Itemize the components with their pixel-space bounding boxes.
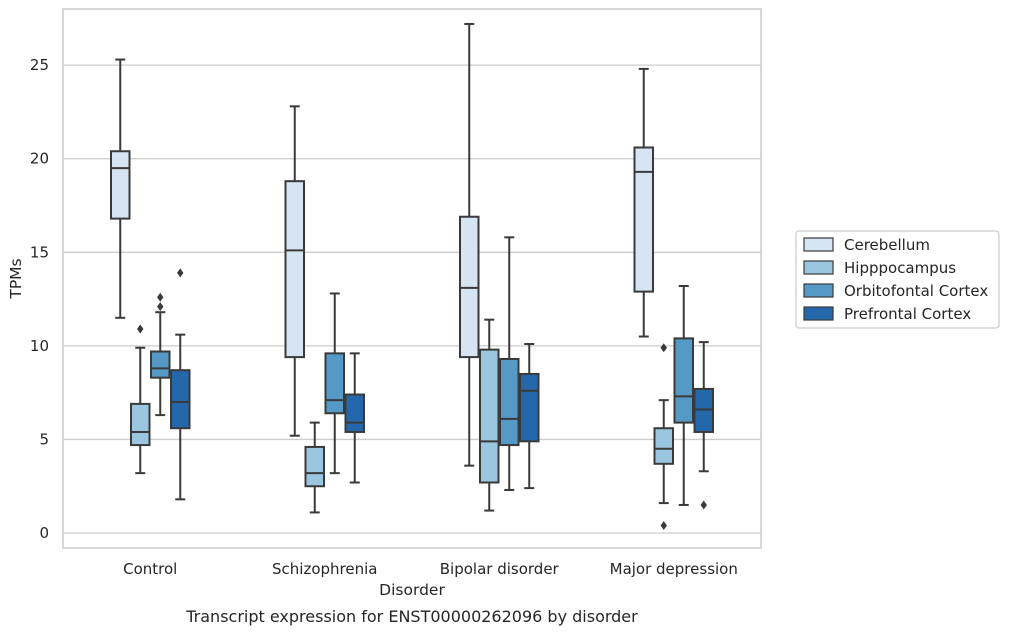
- y-axis-ticks: 0 5 10 15 20 25: [30, 56, 49, 542]
- x-tick-label: Schizophrenia: [272, 560, 377, 578]
- x-tick-label: Control: [123, 560, 177, 578]
- legend-item: Prefrontal Cortex: [803, 305, 971, 323]
- y-tick-label-20: 20: [30, 150, 49, 168]
- y-tick-label-5: 5: [39, 430, 49, 448]
- outlier-point: [137, 324, 144, 334]
- legend-swatch: [803, 306, 834, 321]
- box-group: [110, 58, 191, 501]
- box: [653, 343, 674, 531]
- box: [519, 343, 540, 490]
- x-axis-ticks: Control Schizophrenia Bipolar disorder Majo…: [123, 560, 738, 578]
- y-tick-label-15: 15: [30, 243, 49, 261]
- box-iqr: [284, 180, 305, 359]
- box: [170, 268, 191, 501]
- box-iqr: [110, 150, 131, 220]
- legend-label: Hipppocampus: [844, 259, 956, 277]
- x-tick-label: Bipolar disorder: [440, 560, 560, 578]
- box: [304, 421, 325, 514]
- box: [110, 58, 131, 319]
- box-iqr: [653, 427, 674, 465]
- box-iqr: [673, 337, 694, 424]
- outlier-point: [177, 268, 184, 278]
- box-group: [633, 67, 714, 531]
- plot-area-frame: [62, 8, 762, 549]
- legend-label: Orbitofontal Cortex: [844, 282, 988, 300]
- box-iqr: [479, 348, 500, 484]
- box: [150, 292, 171, 417]
- box: [499, 236, 520, 491]
- legend: Cerebellum Hipppocampus Orbitofontal Corte…: [795, 230, 1000, 329]
- y-tick-label-0: 0: [39, 524, 49, 542]
- legend-item: Hipppocampus: [803, 259, 956, 277]
- box-iqr: [633, 146, 654, 293]
- x-axis-label: Disorder: [379, 581, 445, 599]
- legend-frame: [795, 230, 1000, 329]
- chart-caption: Transcript expression for ENST0000026209…: [185, 607, 638, 626]
- box-iqr: [519, 372, 540, 443]
- box-iqr: [130, 402, 151, 447]
- outlier-point: [660, 343, 667, 353]
- legend-swatch: [803, 237, 834, 252]
- box-iqr: [344, 393, 365, 433]
- box: [344, 352, 365, 484]
- box: [459, 22, 480, 467]
- y-tick-label-10: 10: [30, 337, 49, 355]
- box: [324, 292, 345, 475]
- box: [479, 318, 500, 512]
- y-axis-label: TPMs: [7, 258, 25, 299]
- legend-label: Prefrontal Cortex: [844, 305, 971, 323]
- outlier-point: [157, 302, 164, 312]
- box-iqr: [304, 445, 325, 488]
- legend-label: Cerebellum: [844, 236, 930, 254]
- box-iqr: [150, 350, 171, 379]
- box: [130, 324, 151, 475]
- box-group: [459, 22, 540, 512]
- legend-item: Orbitofontal Cortex: [803, 282, 988, 300]
- box-iqr: [499, 357, 520, 447]
- outlier-point: [660, 521, 667, 531]
- box-iqr: [170, 369, 191, 430]
- outlier-point: [157, 292, 164, 302]
- x-tick-label: Major depression: [610, 560, 738, 578]
- y-tick-label-25: 25: [30, 56, 49, 74]
- legend-swatch: [803, 260, 834, 275]
- box: [693, 341, 714, 510]
- box-group: [284, 105, 365, 514]
- box-groups: [110, 22, 714, 531]
- box-iqr: [324, 352, 345, 415]
- legend-swatch: [803, 283, 834, 298]
- box: [673, 284, 694, 506]
- box: [633, 67, 654, 338]
- box: [284, 105, 305, 437]
- legend-item: Cerebellum: [803, 236, 930, 254]
- outlier-point: [700, 500, 707, 510]
